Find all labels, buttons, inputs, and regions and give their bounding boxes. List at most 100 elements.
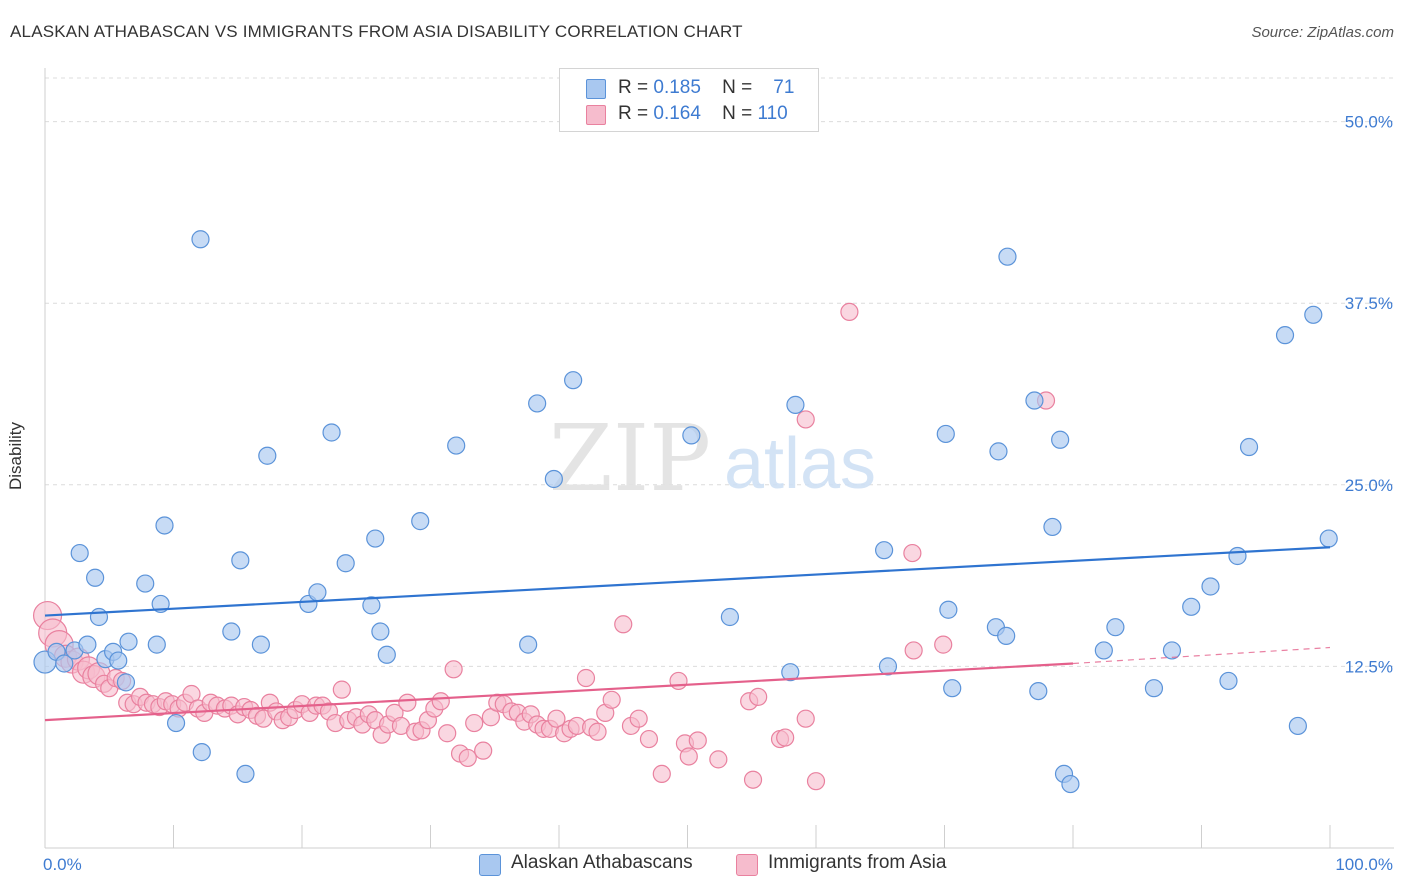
scatter-point-alaskan-athabascans — [943, 679, 962, 698]
scatter-point-immigrants-from-asia — [679, 747, 698, 766]
scatter-point-alaskan-athabascans — [119, 632, 138, 651]
legend-n-label: N = — [722, 77, 753, 98]
scatter-point-alaskan-athabascans — [997, 626, 1016, 645]
scatter-point-immigrants-from-asia — [669, 671, 688, 691]
series-name: Alaskan Athabascans — [511, 852, 693, 873]
scatter-point-immigrants-from-asia — [602, 690, 621, 709]
tick-labels: 12.5% 25.0% 37.5% 50.0% 0.0% 100.0% — [43, 113, 1393, 874]
scatter-point-alaskan-athabascans — [1043, 517, 1062, 537]
scatter-point-alaskan-athabascans — [362, 596, 381, 615]
scatter-point-alaskan-athabascans — [1201, 577, 1220, 596]
series-name: Immigrants from Asia — [768, 852, 947, 873]
scatter-point-immigrants-from-asia — [398, 693, 417, 712]
scatter-point-alaskan-athabascans — [155, 516, 174, 535]
scatter-point-immigrants-from-asia — [639, 729, 659, 749]
scatter-point-immigrants-from-asia — [776, 728, 795, 747]
scatter-point-alaskan-athabascans — [231, 551, 250, 570]
y-tick-label: 12.5% — [1345, 657, 1393, 676]
scatter-point-immigrants-from-asia — [588, 722, 607, 741]
scatter-point-immigrants-from-asia — [796, 410, 815, 429]
scatter-point-alaskan-athabascans — [1239, 437, 1259, 457]
legend-r-label: R = — [618, 103, 649, 124]
scatter-point-alaskan-athabascans — [86, 568, 105, 587]
scatter-point-alaskan-athabascans — [236, 764, 255, 784]
scatter-point-alaskan-athabascans — [1319, 529, 1338, 548]
legend-n-value: 71 — [773, 77, 795, 98]
scatter-point-alaskan-athabascans — [70, 543, 89, 563]
scatter-point-alaskan-athabascans — [191, 230, 210, 249]
x-tick-label: 0.0% — [43, 855, 82, 874]
scatter-point-immigrants-from-asia — [576, 668, 596, 688]
legend-n-label: N = — [722, 103, 753, 124]
scatter-point-immigrants-from-asia — [614, 615, 633, 634]
chart-title: ALASKAN ATHABASCAN VS IMMIGRANTS FROM AS… — [10, 22, 743, 41]
scatter-point-alaskan-athabascans — [878, 657, 898, 676]
scatter-point-alaskan-athabascans — [366, 529, 385, 548]
trend-line-alaskan-athabascans — [44, 546, 1331, 617]
scatter-point-immigrants-from-asia — [547, 709, 566, 728]
scatter-point-immigrants-from-asia — [796, 709, 815, 728]
scatter-point-alaskan-athabascans — [447, 436, 466, 455]
series-swatch-pink — [736, 854, 758, 876]
scatter-point-alaskan-athabascans — [258, 446, 277, 465]
scatter-point-alaskan-athabascans — [528, 394, 547, 413]
scatter-point-alaskan-athabascans — [682, 426, 701, 445]
scatter-point-alaskan-athabascans — [1029, 681, 1048, 701]
scatter-point-immigrants-from-asia — [904, 641, 923, 660]
scatter-point-alaskan-athabascans — [544, 469, 563, 489]
scatter-point-alaskan-athabascans — [1051, 430, 1070, 449]
scatter-point-immigrants-from-asia — [444, 660, 463, 679]
scatter-point-alaskan-athabascans — [371, 622, 390, 641]
scatter-point-immigrants-from-asia — [688, 731, 707, 750]
scatter-point-alaskan-athabascans — [109, 651, 128, 670]
y-tick-label: 37.5% — [1345, 294, 1393, 313]
source-label: Source: ZipAtlas.com — [1251, 24, 1394, 41]
legend-r-label: R = — [618, 77, 649, 98]
scatter-point-alaskan-athabascans — [308, 583, 327, 602]
scatter-point-alaskan-athabascans — [989, 442, 1008, 461]
scatter-point-alaskan-athabascans — [936, 424, 955, 444]
scatter-point-alaskan-athabascans — [564, 371, 583, 390]
scatter-point-alaskan-athabascans — [1025, 391, 1044, 410]
scatter-point-alaskan-athabascans — [336, 554, 355, 573]
scatter-point-alaskan-athabascans — [89, 607, 109, 627]
legend-swatch-pink — [586, 105, 606, 125]
scatter-point-alaskan-athabascans — [786, 395, 805, 414]
scatter-point-immigrants-from-asia — [709, 750, 728, 769]
scatter-point-immigrants-from-asia — [934, 635, 953, 654]
immigrants-from-asia-points — [32, 302, 1056, 791]
scatter-point-immigrants-from-asia — [652, 764, 671, 784]
y-tick-label: 25.0% — [1345, 476, 1393, 495]
x-tick-label: 100.0% — [1335, 855, 1393, 874]
scatter-point-alaskan-athabascans — [78, 635, 97, 654]
watermark-zip: ZIP — [549, 405, 711, 512]
scatter-point-immigrants-from-asia — [474, 741, 493, 760]
scatter-point-alaskan-athabascans — [55, 654, 74, 673]
scatter-point-alaskan-athabascans — [1304, 305, 1323, 324]
scatter-point-alaskan-athabascans — [939, 600, 958, 619]
scatter-point-alaskan-athabascans — [720, 607, 740, 627]
legend-swatch-blue — [586, 79, 606, 99]
scatter-point-alaskan-athabascans — [377, 645, 396, 664]
scatter-point-alaskan-athabascans — [1275, 326, 1295, 345]
scatter-point-alaskan-athabascans — [1228, 546, 1247, 566]
scatter-point-alaskan-athabascans — [1288, 716, 1307, 736]
scatter-point-immigrants-from-asia — [465, 713, 484, 733]
scatter-point-immigrants-from-asia — [438, 724, 457, 743]
scatter-point-alaskan-athabascans — [116, 673, 136, 692]
axes — [44, 68, 1394, 849]
scatter-point-alaskan-athabascans — [166, 713, 186, 733]
scatter-point-alaskan-athabascans — [192, 743, 211, 762]
scatter-point-alaskan-athabascans — [519, 635, 538, 654]
watermark-atlas: atlas — [724, 424, 876, 504]
scatter-point-alaskan-athabascans — [781, 663, 800, 682]
scatter-point-immigrants-from-asia — [332, 680, 351, 699]
scatter-point-immigrants-from-asia — [458, 748, 477, 768]
scatter-point-alaskan-athabascans — [1061, 774, 1080, 794]
scatter-point-immigrants-from-asia — [903, 543, 922, 563]
scatter-point-immigrants-from-asia — [431, 692, 450, 711]
grid-lines — [45, 77, 1394, 667]
scatter-point-alaskan-athabascans — [1219, 671, 1238, 691]
scatter-point-alaskan-athabascans — [1144, 679, 1164, 698]
scatter-point-alaskan-athabascans — [1106, 618, 1125, 637]
